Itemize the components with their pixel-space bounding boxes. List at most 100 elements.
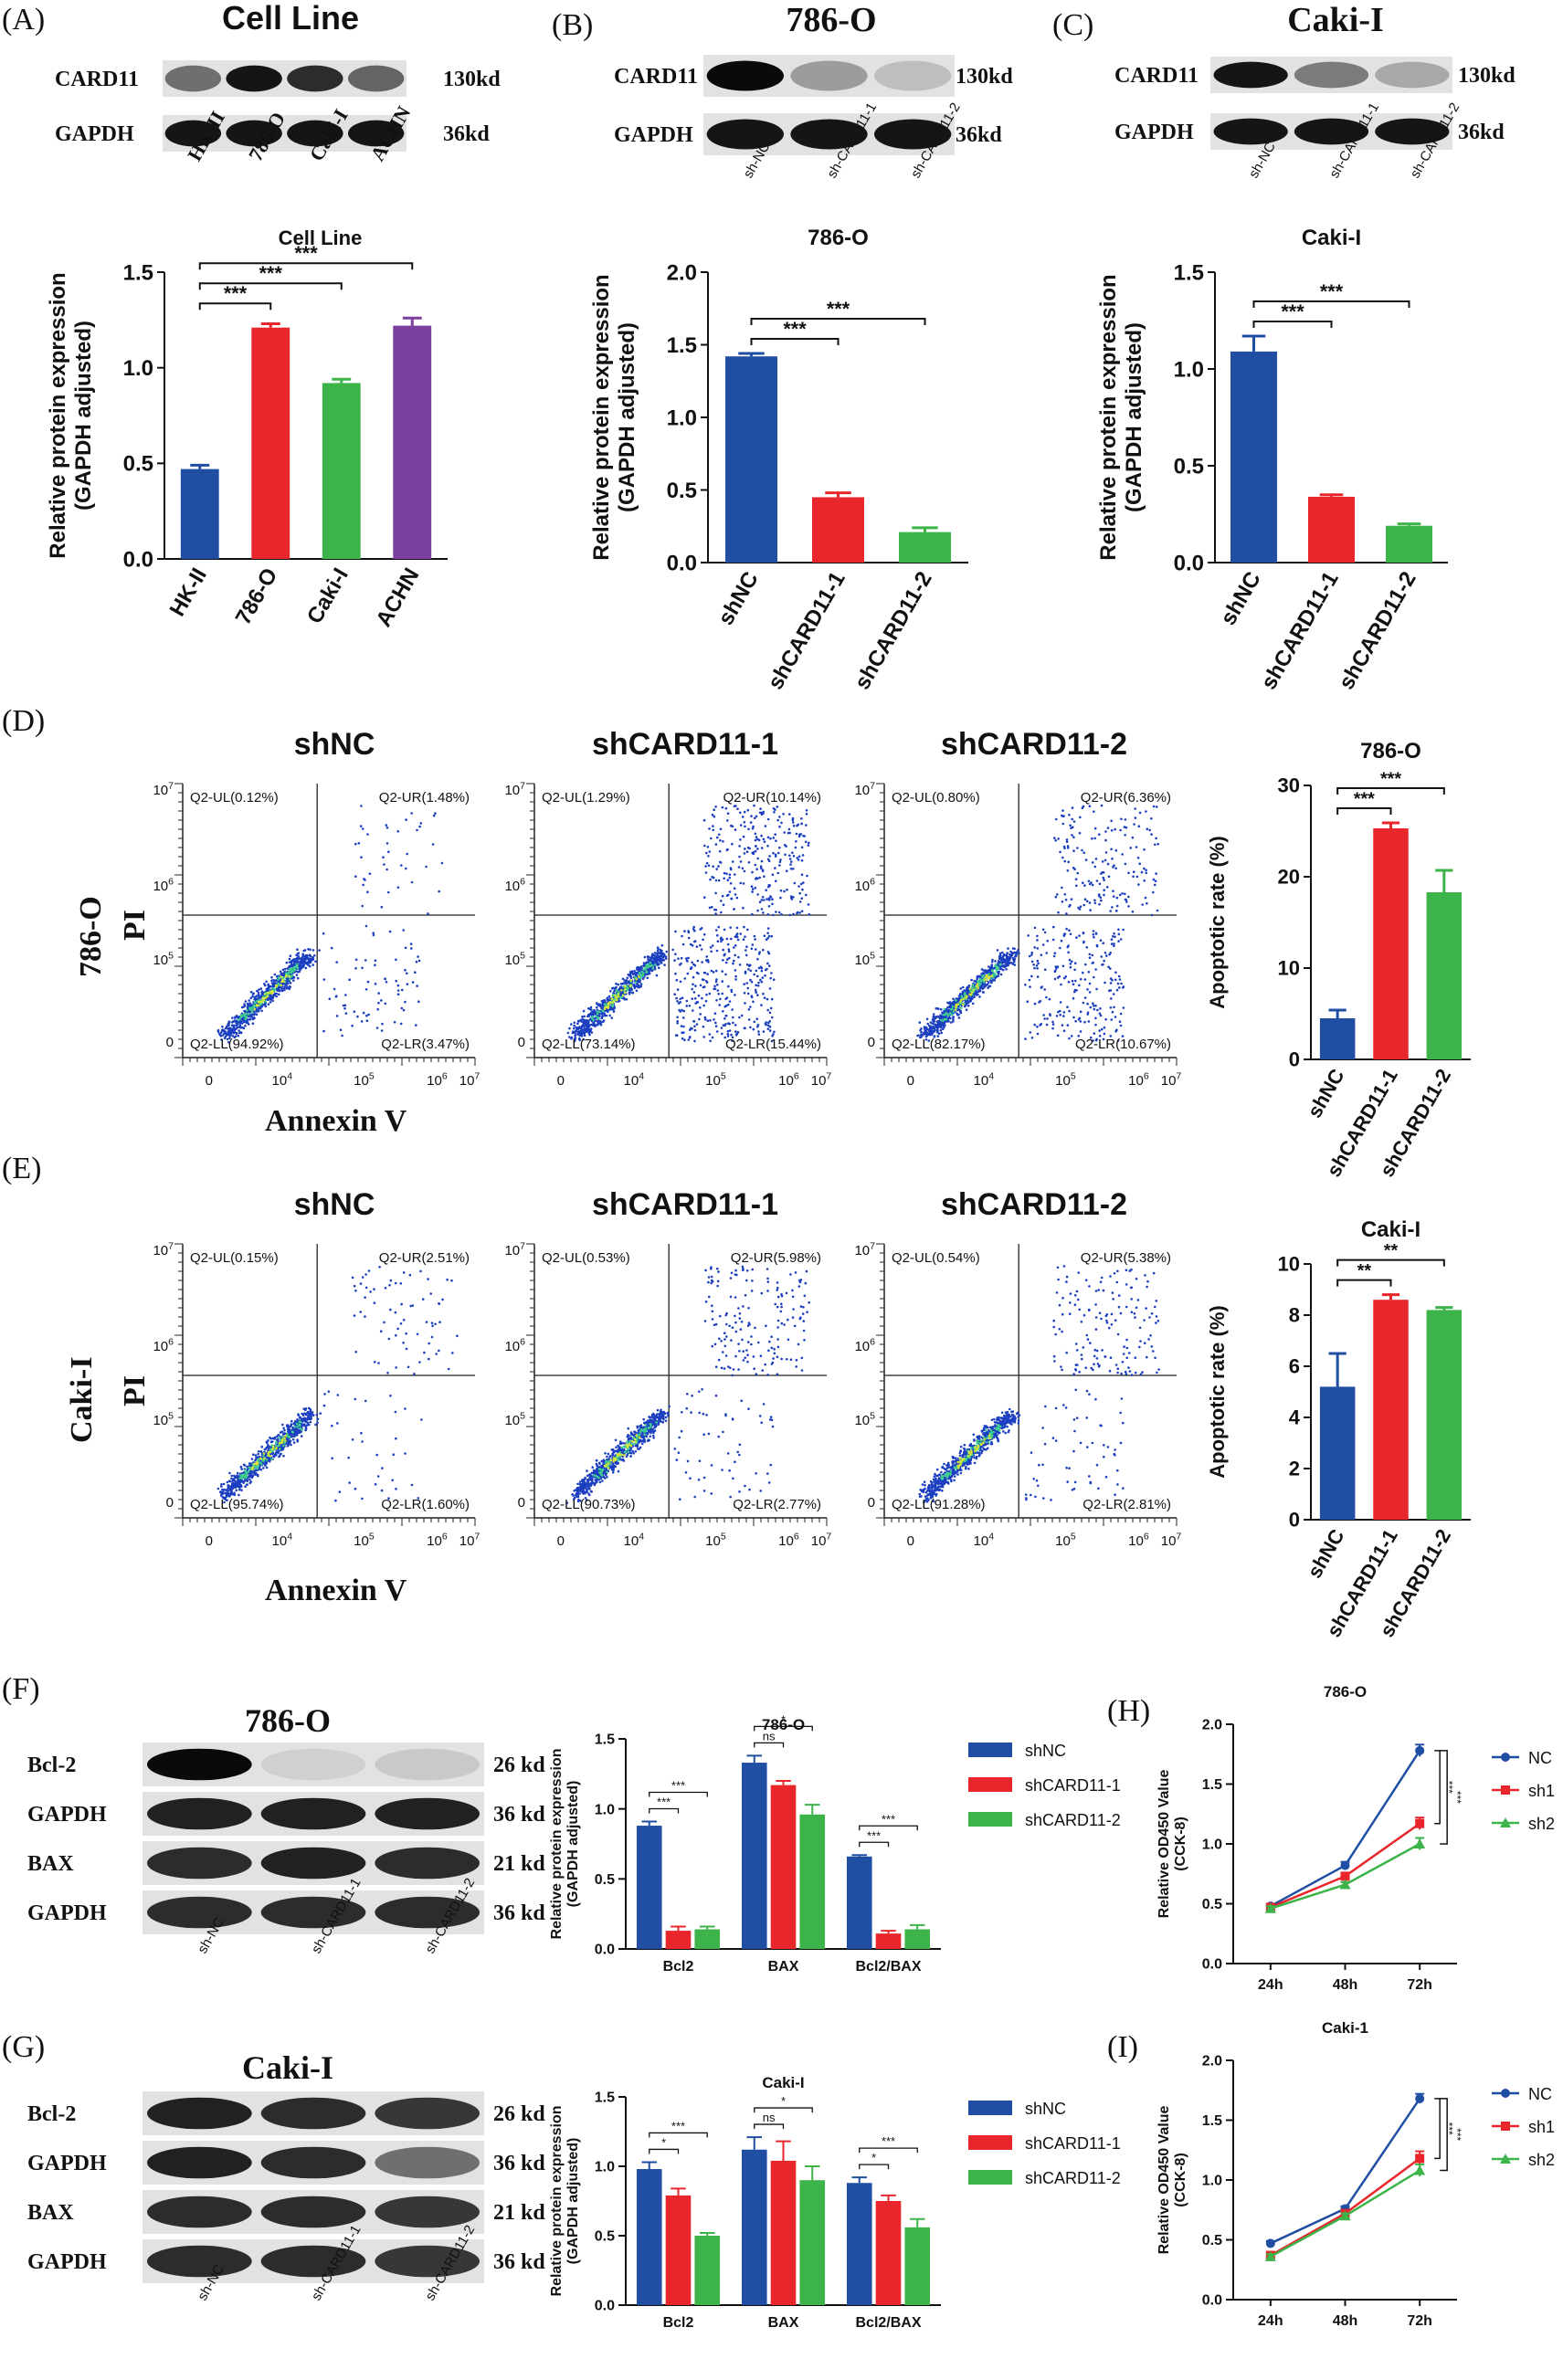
flow-y-tick-label: 106: [854, 1336, 875, 1354]
chart-bar-shcard11-2: [899, 532, 951, 563]
flow-ylabel-pi-1: PI: [118, 910, 152, 941]
flow-y-tick-label: 105: [854, 950, 875, 968]
chart-sig-bracket: [1440, 1751, 1447, 1844]
chart-y-tick-label: 10: [1278, 957, 1300, 980]
chart-legend-label: NC: [1528, 2085, 1552, 2103]
blot-band: [375, 1749, 480, 1781]
chart-y-tick-label: 0.5: [595, 2229, 615, 2245]
flow-quadrant-ur: Q2-UR(10.14%): [723, 790, 821, 806]
chart-y-tick-label: 2.0: [1202, 2054, 1222, 2069]
chart-sig-bracket: [860, 1842, 889, 1847]
flow-x-tick-label: 105: [705, 1531, 726, 1549]
flow-title-shnc-2: shNC: [294, 1187, 375, 1222]
chart-sig-bracket: [649, 1808, 679, 1813]
blot-row-label: GAPDH: [55, 122, 134, 146]
flow-x-tick-label: 0: [206, 1073, 213, 1089]
blot-row-label: CARD11: [1114, 64, 1199, 88]
flow-x-tick-label: 0: [557, 1533, 565, 1549]
blot-band: [874, 60, 951, 90]
chart-y-tick-label: 1.5: [667, 333, 697, 358]
blot-band: [261, 1848, 366, 1880]
blot-band: [707, 60, 784, 90]
blot-size-label: 36kd: [443, 122, 490, 146]
chart-sig-label: ***: [1380, 769, 1401, 789]
flow-y-tick-label: 105: [504, 950, 525, 968]
flow-y-tick-label: 107: [153, 1240, 174, 1258]
blot-size-label: 36 kd: [493, 2250, 545, 2274]
flow-x-tick-label: 106: [1128, 1531, 1149, 1549]
flow-quadrant-ul: Q2-UL(0.53%): [542, 1250, 630, 1266]
chart-bar-shcard11-1: [812, 497, 864, 563]
flow-dots: [919, 1265, 1160, 1503]
chart-y-tick-label: 1.5: [1174, 260, 1204, 285]
flow-xlabel-annexin-1: Annexin V: [265, 1104, 407, 1138]
chart-category-label: ACHN: [371, 564, 424, 632]
blot-title-g: Caki-I: [242, 2049, 333, 2086]
flow-x-tick-label: 105: [1055, 1070, 1076, 1089]
chart-sig-bracket: [200, 303, 271, 310]
panel-letter-b: (B): [552, 8, 593, 42]
blot-band: [147, 2196, 252, 2228]
flow-y-tick-label: 0: [518, 1035, 525, 1050]
chart-legend-swatch: [968, 1812, 1012, 1827]
chart-title: Caki-1: [1322, 2019, 1368, 2037]
flow-y-tick-label: 106: [153, 1336, 174, 1354]
flow-quadrant-ll: Q2-LL(94.92%): [190, 1037, 284, 1052]
chart-legend-swatch: [968, 1777, 1012, 1792]
blot-row-label: GAPDH: [27, 1901, 107, 1925]
flow-quadrant-ul: Q2-UL(0.12%): [190, 790, 279, 806]
chart-bar-shcard11-1: [876, 2201, 902, 2305]
chart-y-tick-label: 1.0: [1202, 2174, 1222, 2189]
chart-bar-shnc: [1320, 1386, 1356, 1520]
chart-bar-shnc: [725, 356, 777, 563]
chart-sig-label: ***: [783, 317, 807, 340]
chart-title: Caki-I: [762, 2074, 804, 2091]
chart-sig-label: ns: [763, 2111, 776, 2124]
blot-band: [707, 119, 784, 149]
chart-y-tick-label: 0.0: [1174, 551, 1204, 575]
blot-band: [1214, 119, 1288, 145]
blot-size-label: 26 kd: [493, 1753, 545, 1777]
blot-band: [287, 66, 343, 92]
flow-y-tick-label: 107: [504, 1240, 525, 1258]
chart-bar-shcard11-1: [666, 2196, 692, 2305]
chart-y-label: Relative protein expression (GAPDH adjust…: [589, 274, 639, 560]
chart-sig-bracket: [1337, 1260, 1444, 1267]
blot-title-a: Cell Line: [222, 0, 359, 37]
blot-band: [261, 2147, 366, 2179]
chart-bar-shcard11-2: [904, 1930, 930, 1949]
flow-x-tick-label: 107: [459, 1070, 481, 1089]
chart-legend-label: sh2: [1528, 2151, 1555, 2169]
blot-size-label: 130kd: [443, 68, 501, 91]
blot-row-label: GAPDH: [27, 2152, 107, 2175]
blot-size-label: 130kd: [1458, 64, 1515, 88]
flow-dots: [217, 1266, 459, 1503]
chart-point: [1414, 2165, 1425, 2175]
chart-category-label: Caki-I: [302, 564, 354, 628]
chart-sig-label: *: [781, 2094, 786, 2108]
chart-sig-label: ns: [763, 1729, 776, 1743]
chart-sig-label: ***: [827, 297, 850, 320]
chart-sig-bracket: [860, 2148, 917, 2153]
blot-size-label: 36kd: [956, 123, 1002, 147]
flow-x-tick-label: 104: [624, 1070, 645, 1089]
chart-sig-label: *: [871, 2151, 876, 2164]
flow-quadrant-ll: Q2-LL(82.17%): [892, 1037, 986, 1052]
chart-category-label: HK-II: [165, 564, 212, 621]
blot-band: [261, 2098, 366, 2130]
chart-legend-swatch: [968, 1743, 1012, 1757]
flow-x-tick-label: 106: [1128, 1070, 1149, 1089]
chart-y-tick-label: 0.5: [1202, 1897, 1222, 1912]
flow-x-tick-label: 0: [206, 1533, 213, 1549]
flow-cytometry-plots: 0 104 105 106 107 0 105 106 107 Q2-UL(0.12%) Q2-UR…: [153, 780, 1181, 1549]
chart-sig-bracket: [1337, 808, 1390, 815]
chart-point: [1341, 1861, 1350, 1870]
chart-y-tick-label: 0.0: [595, 1943, 615, 1958]
chart-legend-label: shCARD11-1: [1025, 1776, 1121, 1795]
